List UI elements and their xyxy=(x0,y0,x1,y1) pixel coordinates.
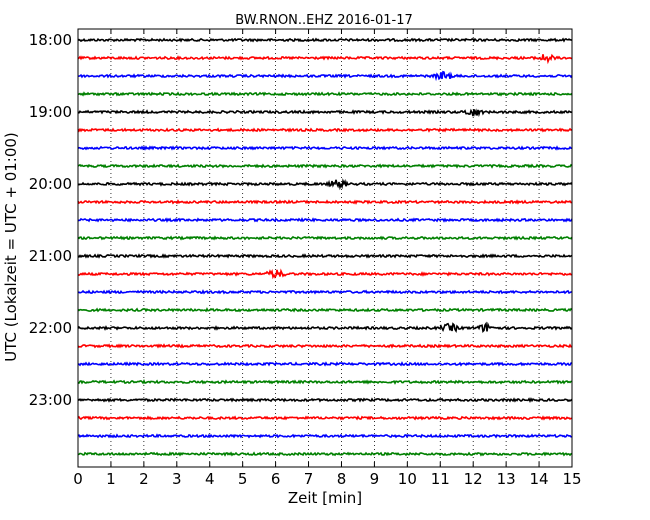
axis-ticks xyxy=(77,29,573,467)
trace-2215 xyxy=(77,343,573,349)
trace-2145 xyxy=(77,307,573,313)
trace-1930 xyxy=(77,145,573,151)
trace-1845 xyxy=(77,91,573,97)
trace-1900 xyxy=(77,108,573,118)
trace-2115 xyxy=(77,268,573,280)
trace-2015 xyxy=(77,199,573,205)
y-tick-label-1900: 19:00 xyxy=(29,103,72,121)
trace-2130 xyxy=(77,289,573,295)
trace-2330 xyxy=(77,433,573,439)
trace-2245 xyxy=(77,379,573,385)
x-tick-label-12: 12 xyxy=(464,470,483,488)
x-tick-label-2: 2 xyxy=(139,470,149,488)
x-tick-label-8: 8 xyxy=(337,470,347,488)
x-tick-label-10: 10 xyxy=(398,470,417,488)
y-tick-label-2200: 22:00 xyxy=(29,319,72,337)
y-tick-label-2300: 23:00 xyxy=(29,391,72,409)
x-tick-label-5: 5 xyxy=(238,470,248,488)
x-axis-title: Zeit [min] xyxy=(288,489,362,507)
x-tick-label-4: 4 xyxy=(205,470,215,488)
x-tick-label-3: 3 xyxy=(172,470,182,488)
trace-2200 xyxy=(77,321,573,333)
trace-2045 xyxy=(77,235,573,241)
trace-2300 xyxy=(77,397,573,403)
trace-2230 xyxy=(77,361,573,367)
trace-2100 xyxy=(77,253,573,259)
plot-frame xyxy=(77,28,573,468)
trace-1915 xyxy=(77,127,573,133)
y-tick-label-2100: 21:00 xyxy=(29,247,72,265)
x-tick-label-1: 1 xyxy=(106,470,116,488)
chart-title: BW.RNON..EHZ 2016-01-17 xyxy=(235,13,413,28)
trace-lines xyxy=(77,37,573,457)
trace-1815 xyxy=(77,53,573,65)
y-tick-labels: 18:00 19:00 20:00 21:00 22:00 23:00 xyxy=(29,31,72,409)
x-tick-label-15: 15 xyxy=(562,470,581,488)
y-tick-label-2000: 20:00 xyxy=(29,175,72,193)
x-tick-label-9: 9 xyxy=(370,470,380,488)
x-tick-label-7: 7 xyxy=(304,470,314,488)
x-tick-label-6: 6 xyxy=(271,470,281,488)
x-tick-label-11: 11 xyxy=(431,470,450,488)
x-tick-labels: 0 1 2 3 4 5 6 7 8 9 10 11 12 13 14 15 xyxy=(73,470,581,488)
trace-1945 xyxy=(77,163,573,169)
x-tick-label-14: 14 xyxy=(530,470,549,488)
y-tick-label-1800: 18:00 xyxy=(29,31,72,49)
trace-1830 xyxy=(77,70,573,82)
trace-1800 xyxy=(77,37,573,43)
trace-2000 xyxy=(77,178,573,191)
y-axis-title: UTC (Lokalzeit = UTC + 01:00) xyxy=(2,132,20,362)
trace-2030 xyxy=(77,217,573,223)
x-tick-label-0: 0 xyxy=(73,470,83,488)
trace-2345 xyxy=(77,451,573,457)
trace-2315 xyxy=(77,415,573,421)
x-tick-label-13: 13 xyxy=(497,470,516,488)
